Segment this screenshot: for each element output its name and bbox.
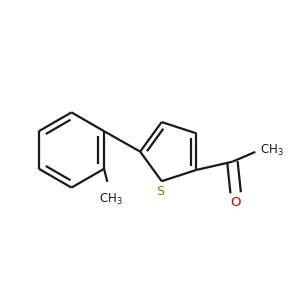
Text: S: S — [156, 185, 164, 198]
Text: CH$_3$: CH$_3$ — [99, 192, 122, 207]
Text: CH$_3$: CH$_3$ — [260, 143, 284, 158]
Text: O: O — [230, 196, 241, 209]
